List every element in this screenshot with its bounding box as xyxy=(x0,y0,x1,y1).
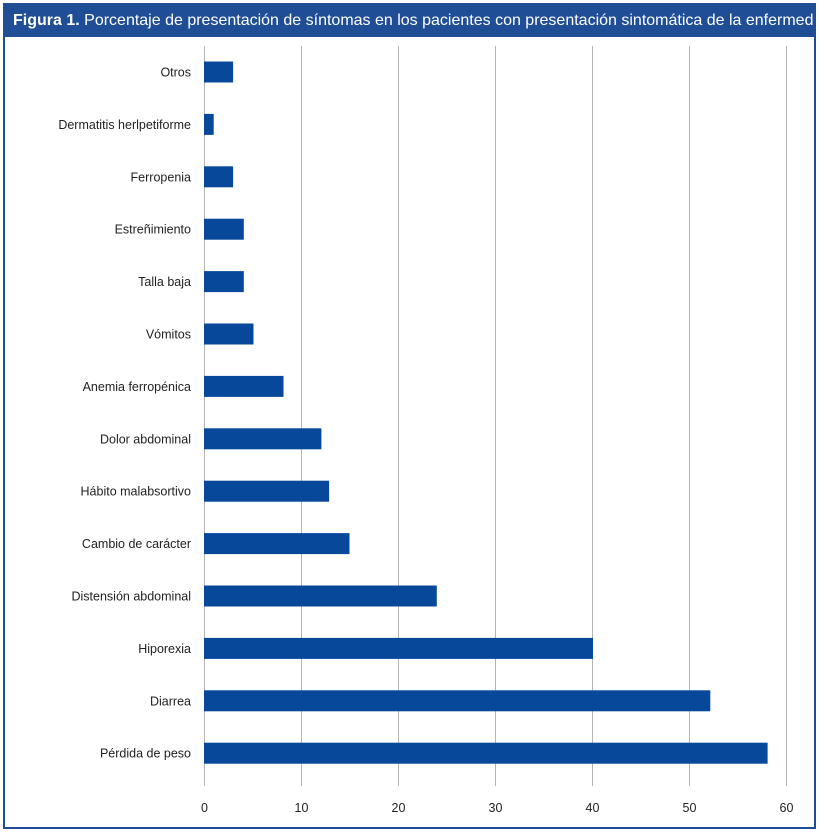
x-tick-label: 0 xyxy=(201,801,208,815)
category-label: Dermatitis herlpetiforme xyxy=(58,118,191,132)
category-label: Vómitos xyxy=(146,328,191,342)
bar xyxy=(204,323,254,345)
gridlines xyxy=(204,46,787,786)
bar xyxy=(204,428,322,450)
bar xyxy=(204,585,437,607)
x-axis-ticks: 0 10 20 30 40 50 60 xyxy=(201,801,793,815)
x-tick-label: 30 xyxy=(489,801,503,815)
bars xyxy=(204,61,768,764)
bar xyxy=(204,533,350,555)
bar xyxy=(204,742,768,764)
bar xyxy=(204,61,234,83)
category-label: Hábito malabsortivo xyxy=(81,485,192,499)
figure-title-bar: Figura 1. Porcentaje de presentación de … xyxy=(5,5,814,37)
category-label: Ferropenia xyxy=(131,170,191,184)
category-label: Talla baja xyxy=(138,275,191,289)
category-label: Dolor abdominal xyxy=(100,432,191,446)
category-label: Pérdida de peso xyxy=(100,747,191,761)
category-label: Hiporexia xyxy=(138,642,191,656)
bar xyxy=(204,637,593,659)
bar xyxy=(204,166,234,188)
figure-label: Figura 1. xyxy=(13,12,80,29)
bar xyxy=(204,690,711,712)
x-tick-label: 20 xyxy=(392,801,406,815)
category-label: Otros xyxy=(160,66,191,80)
bar xyxy=(204,375,284,397)
category-label: Diarrea xyxy=(150,694,191,708)
bar xyxy=(204,271,244,293)
category-labels: Otros Dermatitis herlpetiforme Ferropenia E… xyxy=(58,66,191,761)
category-label: Cambio de carácter xyxy=(82,537,191,551)
category-label: Anemia ferropénica xyxy=(83,380,191,394)
figure-caption: Porcentaje de presentación de síntomas e… xyxy=(84,12,814,29)
x-tick-label: 40 xyxy=(586,801,600,815)
x-tick-label: 10 xyxy=(295,801,309,815)
category-label: Estreñimiento xyxy=(115,223,191,237)
bar xyxy=(204,218,244,240)
x-tick-label: 50 xyxy=(683,801,697,815)
bar xyxy=(204,113,214,135)
category-label: Distensión abdominal xyxy=(71,590,191,604)
x-tick-label: 60 xyxy=(780,801,794,815)
bar xyxy=(204,480,330,502)
